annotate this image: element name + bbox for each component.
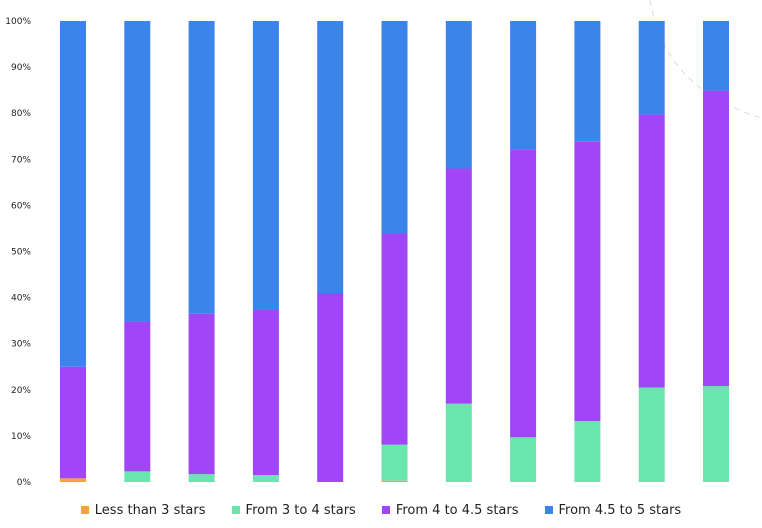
bar-segment-series-2[interactable]	[574, 141, 601, 422]
y-tick-label: 30%	[11, 340, 31, 350]
bar-segment-series-2[interactable]	[703, 90, 729, 387]
bar-segment-series-2[interactable]	[381, 233, 408, 445]
legend-swatch	[544, 506, 553, 514]
legend-item-3-to-4[interactable]: From 3 to 4 stars	[231, 502, 356, 518]
legend-item-less-than-3[interactable]: Less than 3 stars	[80, 502, 206, 518]
bar-segment-series-1[interactable]	[252, 475, 279, 482]
legend-swatch	[80, 506, 89, 514]
y-tick-label: 20%	[11, 386, 31, 396]
bar-segment-series-3[interactable]	[60, 21, 86, 367]
y-tick-label: 0%	[17, 478, 32, 488]
bar-segment-series-2[interactable]	[252, 310, 279, 476]
bar-segment-series-3[interactable]	[188, 21, 215, 314]
bar-segment-series-2[interactable]	[60, 366, 86, 479]
legend-label: Less than 3 stars	[94, 502, 206, 518]
legend-swatch	[231, 506, 240, 514]
y-tick-label: 50%	[11, 248, 31, 258]
y-axis: 0% 10% 20% 30% 40% 50% 60% 70% 80% 90% 100%	[5, 17, 31, 488]
y-tick-label: 90%	[11, 63, 31, 73]
bar-segment-series-1[interactable]	[574, 421, 601, 482]
bar-segment-series-1[interactable]	[445, 403, 472, 482]
legend-item-4-to-4-5[interactable]: From 4 to 4.5 stars	[381, 502, 519, 518]
y-tick-label: 10%	[11, 432, 31, 442]
bar-segment-series-1[interactable]	[638, 387, 665, 482]
bar-segment-series-3[interactable]	[252, 21, 279, 311]
bar-segment-series-1[interactable]	[381, 444, 408, 481]
stacked-bar-chart: 0% 10% 20% 30% 40% 50% 60% 70% 80% 90% 100%	[5, 17, 729, 488]
bar-segment-series-2[interactable]	[638, 114, 665, 388]
bar-segment-series-1[interactable]	[510, 437, 537, 482]
legend-label: From 4 to 4.5 stars	[395, 502, 519, 518]
bar-segment-series-2[interactable]	[188, 313, 215, 475]
y-tick-label: 70%	[11, 155, 31, 165]
bar-segment-series-0[interactable]	[60, 478, 86, 482]
bar-segment-series-3[interactable]	[574, 21, 601, 142]
y-tick-label: 100%	[5, 17, 31, 27]
bars	[60, 21, 729, 482]
legend-label: From 3 to 4 stars	[245, 502, 356, 518]
bar-segment-series-2[interactable]	[510, 149, 537, 438]
bar-segment-series-3[interactable]	[317, 21, 344, 293]
bar-segment-series-3[interactable]	[510, 21, 537, 150]
bar-segment-series-0[interactable]	[381, 480, 408, 482]
legend-item-4-5-to-5[interactable]: From 4.5 to 5 stars	[544, 502, 682, 518]
legend-swatch	[381, 506, 390, 514]
bar-segment-series-2[interactable]	[445, 168, 472, 404]
bar-segment-series-1[interactable]	[703, 386, 729, 482]
bar-segment-series-1[interactable]	[124, 471, 151, 482]
y-tick-label: 40%	[11, 294, 31, 304]
bar-segment-series-3[interactable]	[703, 21, 729, 91]
legend-label: From 4.5 to 5 stars	[558, 502, 682, 518]
legend: Less than 3 stars From 3 to 4 stars From…	[0, 500, 762, 520]
bar-segment-series-3[interactable]	[445, 21, 472, 169]
bar-segment-series-3[interactable]	[381, 21, 408, 234]
bar-segment-series-1[interactable]	[188, 474, 215, 482]
y-tick-label: 80%	[11, 109, 31, 119]
bar-segment-series-3[interactable]	[638, 21, 665, 115]
bar-segment-series-3[interactable]	[124, 21, 151, 322]
bar-segment-series-2[interactable]	[124, 321, 151, 472]
y-tick-label: 60%	[11, 201, 31, 211]
bar-segment-series-2[interactable]	[317, 292, 344, 482]
